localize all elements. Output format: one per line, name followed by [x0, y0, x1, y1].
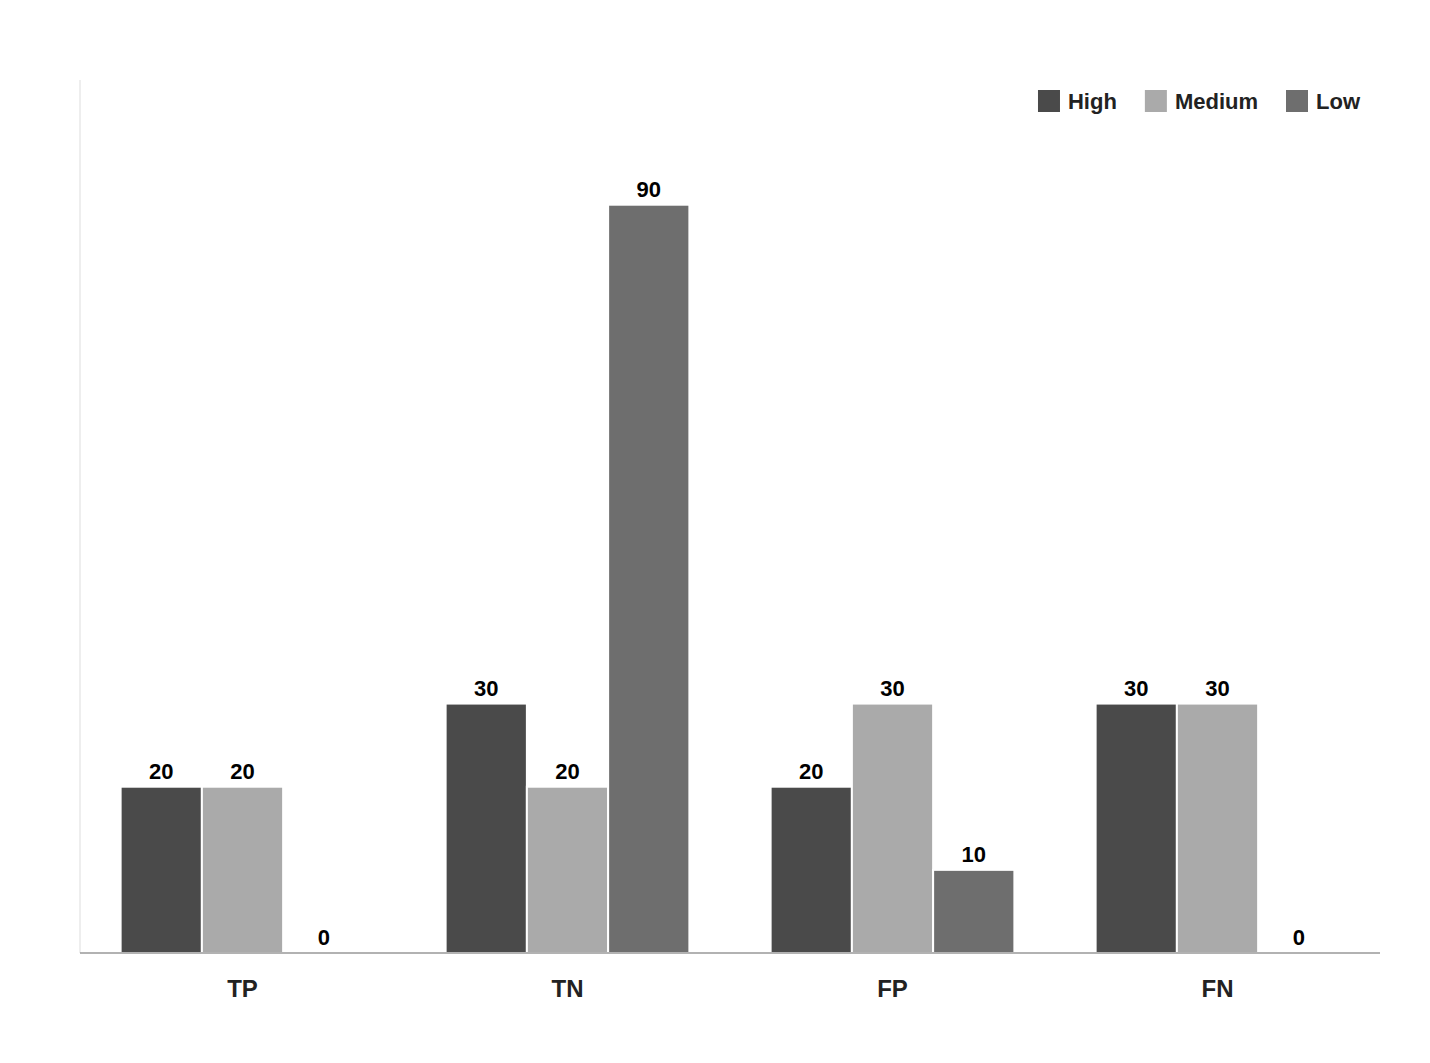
y-axis-line [80, 80, 81, 953]
data-label: 30 [1205, 676, 1229, 701]
legend-label: High [1068, 89, 1117, 114]
bar [446, 704, 527, 953]
x-axis-line [80, 952, 1380, 954]
legend-label: Low [1316, 89, 1361, 114]
data-label: 10 [962, 842, 986, 867]
legend-swatch [1145, 90, 1167, 112]
data-label: 0 [1293, 925, 1305, 950]
legend-swatch [1286, 90, 1308, 112]
bar [771, 787, 852, 953]
legend-swatch [1038, 90, 1060, 112]
data-label: 30 [1124, 676, 1148, 701]
chart-svg: 20 30 20 30 20 20 30 30 0 90 10 0 TP TN FP FN High Medium… [0, 0, 1430, 1063]
data-label: 20 [799, 759, 823, 784]
legend-label: Medium [1175, 89, 1258, 114]
data-label: 90 [637, 177, 661, 202]
x-tick-label: TN [552, 975, 584, 1002]
data-label: 20 [555, 759, 579, 784]
data-label: 30 [880, 676, 904, 701]
data-label: 20 [230, 759, 254, 784]
bar [121, 787, 202, 953]
bar [608, 205, 689, 953]
bar [1177, 704, 1258, 953]
chart-container: 20 30 20 30 20 20 30 30 0 90 10 0 TP TN FP FN High Medium… [0, 0, 1430, 1063]
data-label: 20 [149, 759, 173, 784]
data-labels: 20 30 20 30 20 20 30 30 0 90 10 0 [149, 177, 1305, 950]
x-tick-label: FN [1202, 975, 1234, 1002]
data-label: 30 [474, 676, 498, 701]
bar [852, 704, 933, 953]
x-tick-label: TP [227, 975, 258, 1002]
legend: High Medium Low [1038, 89, 1361, 114]
bar [527, 787, 608, 953]
bar [202, 787, 283, 953]
x-tick-label: FP [877, 975, 908, 1002]
data-label: 0 [318, 925, 330, 950]
bar [1096, 704, 1177, 953]
bar [933, 870, 1014, 953]
bars [121, 205, 1259, 953]
